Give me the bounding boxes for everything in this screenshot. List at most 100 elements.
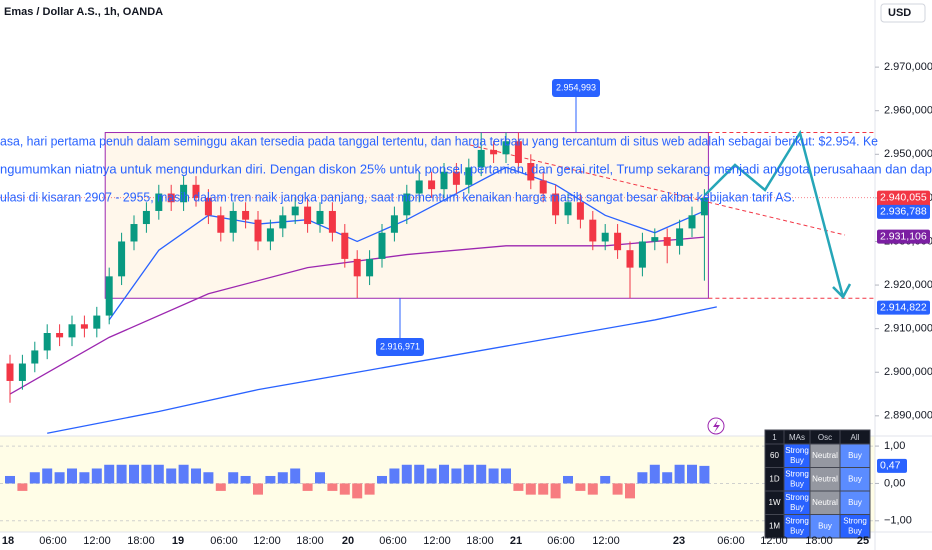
moving-average — [47, 306, 717, 434]
candle-body — [552, 193, 560, 216]
osc-last-box — [877, 458, 907, 473]
osc-bar — [302, 483, 313, 491]
table-text: Buy — [848, 498, 862, 507]
osc-bar — [662, 472, 673, 484]
osc-bar — [377, 475, 387, 484]
osc-bar — [389, 468, 400, 484]
candle-body — [291, 206, 299, 216]
candle-body — [155, 193, 163, 211]
candle-body — [31, 350, 39, 364]
candle-body — [614, 232, 622, 251]
x-tick-label: 12:00 — [760, 535, 788, 547]
annotation: ngumumkan niatnya untuk mengundurkan dir… — [0, 161, 932, 176]
table-text: Buy — [818, 521, 832, 530]
candle-body — [638, 241, 646, 268]
zone-low-label-box — [376, 338, 424, 356]
event-icon[interactable] — [707, 417, 725, 435]
zone-high-label: 2.954,993 — [556, 82, 596, 92]
table-text: Neutral — [812, 474, 838, 483]
x-tick-label: 12:00 — [423, 535, 451, 547]
candle-body — [279, 215, 287, 229]
osc-bar — [451, 468, 462, 484]
osc-bar — [327, 483, 338, 491]
table-text: Strong Buy — [785, 469, 809, 488]
x-tick-label: 20 — [342, 535, 354, 547]
candle-body — [353, 258, 361, 277]
candle-body — [254, 219, 262, 242]
table-text: 60 — [770, 451, 779, 460]
osc-bar — [79, 472, 90, 484]
candle-body — [428, 180, 436, 190]
x-tick-label: 06:00 — [717, 535, 745, 547]
x-tick-label: 18:00 — [296, 535, 324, 547]
candle-body — [142, 210, 150, 225]
candle-body — [514, 141, 522, 164]
y-tick-label: 2.960,000 — [884, 105, 932, 117]
candle-body — [651, 237, 659, 242]
candle-body — [118, 241, 126, 277]
table-text: Strong Buy — [843, 516, 867, 535]
table-header: MAs — [789, 433, 805, 442]
candle-body — [217, 215, 225, 233]
y-tick-label: 2.970,000 — [884, 61, 932, 73]
chart-title: Emas / Dollar A.S., 1h, OANDA — [4, 6, 163, 18]
osc-bar — [91, 468, 102, 484]
table-text: Strong Buy — [785, 493, 809, 512]
osc-bar — [538, 483, 549, 495]
x-tick-label: 12:00 — [253, 535, 281, 547]
oscillator-pane — [0, 436, 875, 532]
y-tick-label: 2.900,000 — [884, 366, 932, 378]
x-tick-label: 12:00 — [592, 535, 620, 547]
candle-body — [328, 210, 336, 233]
candle-body — [266, 228, 274, 242]
candle-body — [688, 215, 696, 229]
currency[interactable]: USD — [888, 7, 911, 19]
osc-bar — [5, 475, 15, 484]
currency-box[interactable] — [880, 3, 926, 23]
candle-body — [180, 184, 188, 203]
candle-body — [440, 171, 448, 190]
osc-bar — [240, 475, 251, 484]
osc-bar — [575, 483, 586, 491]
candle-body — [204, 197, 212, 216]
osc-bar — [178, 464, 189, 484]
osc-bar — [290, 468, 301, 484]
osc-bar — [129, 464, 139, 484]
y-tick-label: 2.890,000 — [884, 410, 932, 422]
candle-body — [316, 210, 324, 225]
price-label: 2.936,788 — [880, 206, 927, 218]
x-tick-label: 18:00 — [805, 535, 833, 547]
event-icon-bolt — [713, 420, 720, 433]
osc-bar — [191, 468, 201, 484]
x-tick-label: 12:00 — [83, 535, 111, 547]
candle-body — [589, 219, 597, 242]
y-tick-label: 2.920,000 — [884, 279, 932, 291]
candle-body — [564, 202, 572, 216]
candle-body — [465, 167, 473, 185]
candle-body — [663, 237, 671, 246]
x-tick-label: 18:00 — [127, 535, 155, 547]
table-text: Buy — [848, 474, 862, 483]
osc-bar — [649, 464, 660, 484]
osc-bar — [501, 468, 511, 484]
osc-bar — [116, 464, 127, 484]
osc-bar — [228, 472, 239, 484]
candle-body — [130, 224, 138, 242]
candle-body — [676, 228, 684, 246]
candle-body — [700, 197, 708, 216]
price-label-box — [877, 300, 930, 315]
osc-bar — [600, 475, 611, 484]
osc-bar — [699, 465, 710, 484]
candle-body — [229, 210, 237, 233]
osc-bar — [637, 472, 648, 484]
candle-body — [242, 210, 250, 220]
osc-bar — [488, 468, 499, 484]
osc-bar — [352, 483, 363, 499]
x-tick-label: 19 — [172, 535, 184, 547]
candle-body — [415, 180, 423, 194]
table-text: Neutral — [812, 451, 838, 460]
table-text: Strong Buy — [785, 516, 809, 535]
candle-body — [167, 193, 175, 203]
x-tick-label: 06:00 — [547, 535, 575, 547]
osc-bar — [414, 464, 425, 484]
